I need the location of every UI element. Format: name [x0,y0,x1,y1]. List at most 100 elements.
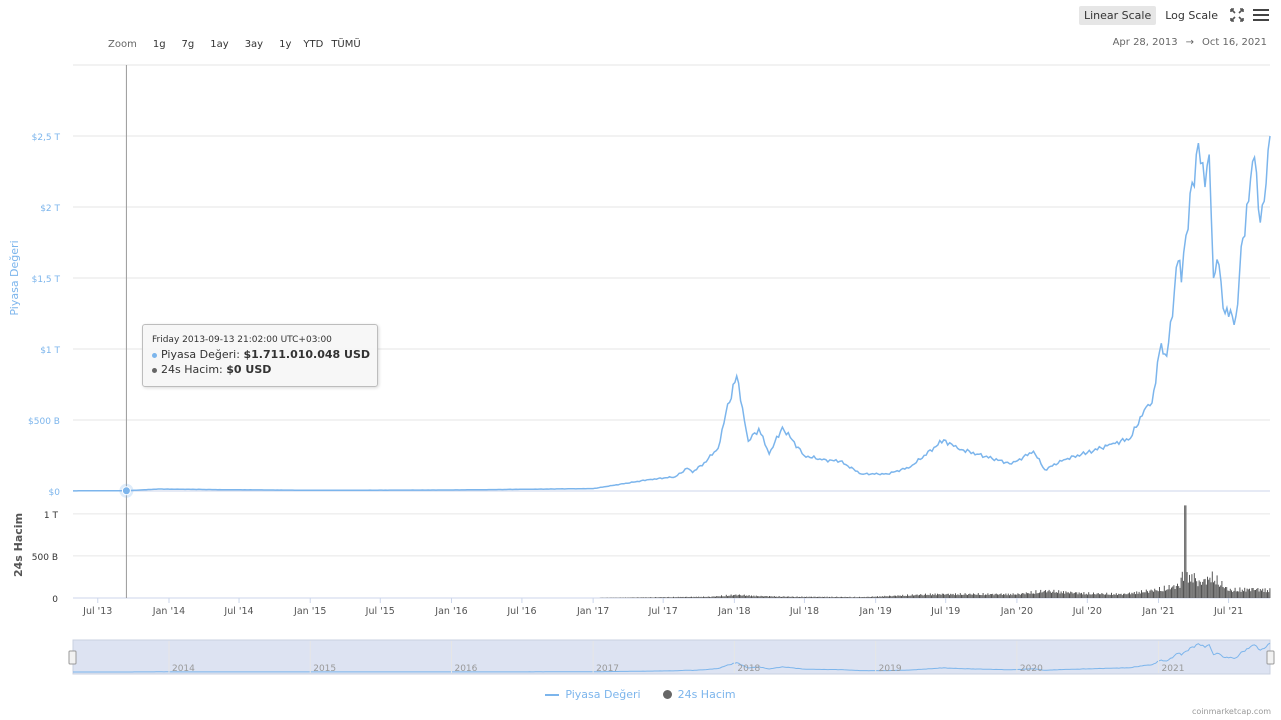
main-grid [73,64,1270,492]
volume-bar [853,597,854,598]
volume-bar [787,596,788,598]
volume-bar [640,597,642,598]
volume-y-axis-label: 24s Hacim [12,513,25,577]
credit-link[interactable]: coinmarketcap.com [1192,707,1271,716]
volume-bar [938,594,940,598]
volume-bar [755,595,757,598]
volume-bar [1169,589,1171,598]
x-tick-label: Jan '20 [1000,606,1033,617]
volume-bar [820,597,822,598]
volume-bar [1267,590,1268,598]
volume-bar [1120,593,1122,598]
date-range-to[interactable]: Oct 16, 2021 [1202,37,1267,48]
date-range-from[interactable]: Apr 28, 2013 [1112,37,1178,48]
navigator-handle-right[interactable] [1266,650,1275,665]
volume-bar [818,596,820,598]
volume-bar [1268,592,1270,598]
volume-bar [976,594,978,598]
volume-bar [920,594,922,598]
linear-scale-button[interactable]: Linear Scale [1078,5,1157,25]
zoom-button-all[interactable]: TÜMÜ [331,39,361,50]
expand-icon[interactable] [1227,5,1247,25]
legend-item-volume[interactable]: 24s Hacim [662,688,736,701]
tooltip-market-cap-label: Piyasa Değeri: [161,348,240,361]
volume-bar [1226,587,1228,598]
volume-bar [757,596,758,598]
volume-bar [680,596,682,598]
volume-bar [994,593,996,598]
volume-bar [698,596,700,598]
legend-item-market-cap[interactable]: Piyasa Değeri [545,688,641,701]
main-y-tick-label: $0 [49,488,61,498]
volume-bar [749,596,751,598]
volume-bar [1229,588,1231,598]
volume-bar [869,597,871,598]
volume-bar [974,594,976,598]
volume-bar [635,597,637,598]
zoom-button-3ay[interactable]: 3ay [244,39,264,50]
volume-bar [662,597,664,598]
zoom-button-1g[interactable]: 1g [152,39,166,50]
volume-bar [1137,593,1139,598]
volume-bar [905,596,907,598]
volume-bar [911,594,913,598]
volume-bar [1235,591,1237,598]
hamburger-menu-icon[interactable] [1251,5,1271,25]
volume-bar [896,596,898,598]
volume-bar [823,597,824,598]
volume-bar [1192,582,1194,598]
x-tick-label: Jul '16 [506,606,536,617]
volume-bar [841,596,842,598]
main-y-tick-label: $2,5 T [32,133,61,143]
volume-y-tick-label: 1 T [44,511,59,521]
volume-bar [622,597,624,598]
volume-bar [923,594,925,598]
volume-bar [1084,594,1086,598]
volume-bar [919,594,920,598]
volume-bar [1085,593,1087,598]
volume-bar [1123,593,1124,598]
tooltip-volume-label: 24s Hacim: [161,363,223,376]
volume-bar [1181,571,1183,598]
log-scale-button[interactable]: Log Scale [1165,8,1218,22]
volume-bar [1112,595,1114,598]
market-cap-series-line [73,135,1271,492]
volume-bar [977,593,979,598]
volume-bar [1012,593,1014,598]
volume-bar [1180,577,1182,598]
volume-bar [664,597,666,598]
volume-bar [809,596,811,598]
scale-toolbar: Linear Scale Log Scale [1078,4,1271,26]
zoom-button-1y[interactable]: 1y [279,39,292,50]
volume-bar [1179,587,1181,598]
volume-bar [1255,590,1256,598]
volume-bar [1025,592,1027,598]
volume-bar [1210,582,1212,598]
volume-bar [1199,581,1201,598]
volume-bar [731,595,733,598]
volume-bar [1262,588,1264,598]
volume-bar [807,597,809,598]
zoom-button-1ay[interactable]: 1ay [210,39,229,50]
volume-bar [917,595,919,598]
volume-bar [872,596,874,598]
volume-bar [991,594,992,598]
x-tick-label: Jan '18 [717,606,750,617]
volume-bar [1127,593,1129,598]
volume-bar [1142,592,1144,598]
volume-bar [1159,587,1160,598]
volume-bar [1132,593,1134,598]
zoom-button-ytd[interactable]: YTD [303,39,324,50]
x-tick-label: Jul '19 [930,606,960,617]
navigator-tick-label: 2021 [1162,664,1185,674]
zoom-button-7g[interactable]: 7g [181,39,195,50]
volume-bar [1083,592,1085,598]
volume-bar [1111,592,1112,598]
x-axis: Jul '13 Jan '14 Jul '14 Jan '15 Jul '15 Jan '… [82,598,1243,617]
navigator-handle-left[interactable] [68,650,77,665]
volume-bar [973,593,974,598]
volume-bar [1147,591,1148,598]
date-range: Apr 28, 2013 → Oct 16, 2021 [1113,37,1267,48]
navigator-tick-label: 2020 [1020,664,1043,674]
